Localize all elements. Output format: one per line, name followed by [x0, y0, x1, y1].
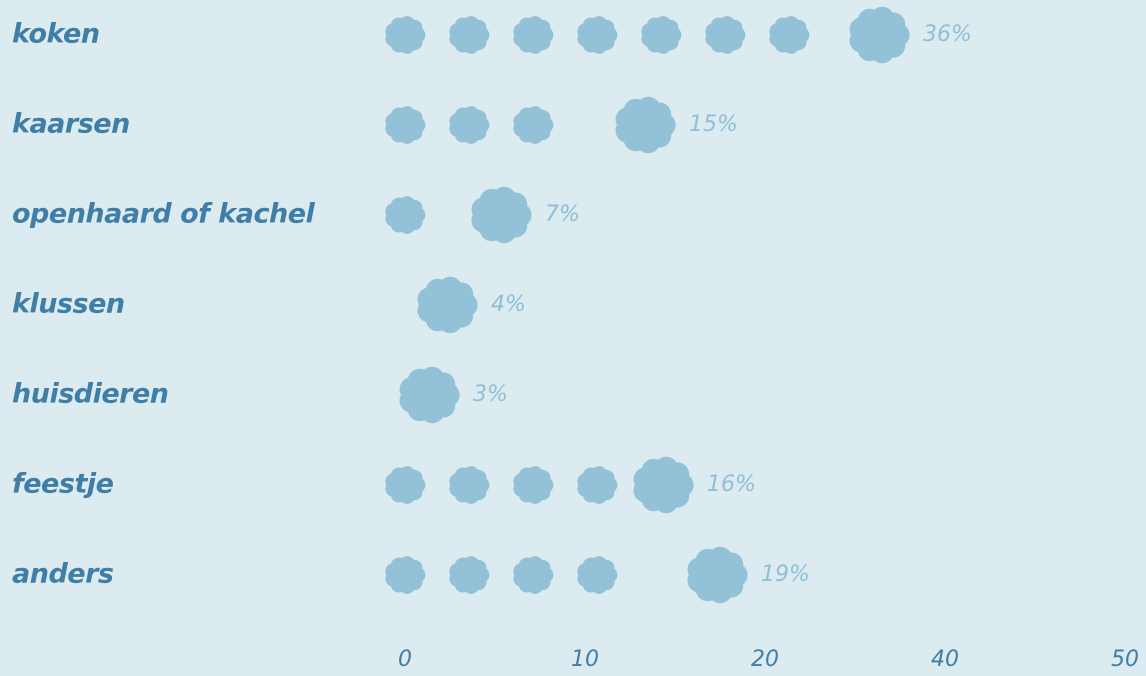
cloud-part	[406, 469, 423, 486]
category-label: huisdieren	[12, 379, 169, 410]
cloud-part	[534, 469, 551, 486]
cloud-part	[406, 199, 423, 216]
category-label: klussen	[12, 289, 125, 320]
cloud-part	[470, 559, 487, 576]
cloud-part	[665, 462, 690, 487]
value-label: 19%	[761, 562, 810, 587]
value-label: 16%	[707, 472, 756, 497]
cloud-part	[726, 19, 743, 36]
cloud-part	[662, 19, 679, 36]
cloud-part	[406, 19, 423, 36]
value-label: 36%	[923, 22, 972, 47]
cloud-row	[385, 546, 748, 604]
value-label: 15%	[689, 112, 738, 137]
cloud-part	[406, 109, 423, 126]
cloud-part	[881, 12, 906, 37]
cloud-part	[534, 559, 551, 576]
cloud-part	[470, 469, 487, 486]
x-tick-label: 20	[751, 647, 779, 672]
cloud-part	[449, 282, 474, 307]
x-tick-label: 10	[571, 647, 599, 672]
cloud-row	[417, 276, 478, 334]
x-tick-label: 50	[1111, 647, 1139, 672]
cloud-row	[385, 456, 694, 514]
cloud-part	[598, 559, 615, 576]
x-tick-label: 0	[398, 647, 412, 672]
cloud-part	[470, 19, 487, 36]
cloud-part	[598, 19, 615, 36]
cloud-part	[790, 19, 807, 36]
category-label: anders	[12, 559, 114, 590]
value-label: 3%	[473, 382, 508, 407]
cloud-part	[719, 552, 744, 577]
cloud-part	[470, 109, 487, 126]
cloud-part	[406, 559, 423, 576]
cloud-part	[647, 102, 672, 127]
cloud-part	[598, 469, 615, 486]
category-label: koken	[12, 19, 100, 50]
cloud-part	[534, 19, 551, 36]
cloud-part	[534, 109, 551, 126]
category-label: openhaard of kachel	[12, 199, 316, 230]
cloud-part	[503, 192, 528, 217]
cloud-row	[399, 366, 460, 424]
cloud-row	[385, 96, 676, 154]
value-label: 4%	[491, 292, 526, 317]
category-label: kaarsen	[12, 109, 130, 140]
category-label: feestje	[12, 469, 114, 500]
cloud-row	[385, 186, 532, 244]
value-label: 7%	[545, 202, 580, 227]
cloud-part	[431, 372, 456, 397]
cloud-row	[385, 6, 910, 64]
x-tick-label: 40	[931, 647, 959, 672]
